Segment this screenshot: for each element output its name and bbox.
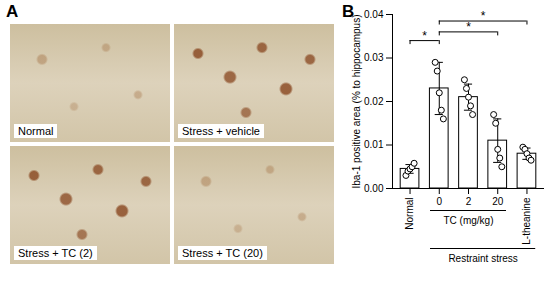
svg-text:0.01: 0.01 (364, 139, 384, 150)
svg-text:*: * (422, 29, 427, 43)
html-text:A: A (6, 2, 19, 21)
svg-text:0: 0 (436, 196, 442, 207)
html-text:B: B (342, 2, 355, 21)
html-text:Normal: Normal (18, 125, 54, 137)
svg-text:Normal: Normal (404, 198, 415, 230)
html-text:Stress + vehicle: Stress + vehicle (182, 125, 260, 137)
svg-text:0.02: 0.02 (364, 96, 384, 107)
svg-text:TC (mg/kg): TC (mg/kg) (444, 215, 494, 226)
svg-text:2: 2 (466, 196, 472, 207)
svg-text:*: * (481, 9, 486, 23)
svg-text:0.00: 0.00 (364, 183, 384, 194)
html-text:Stress + TC (20): Stress + TC (20) (182, 247, 263, 259)
svg-text:0.03: 0.03 (364, 52, 384, 63)
svg-text:L-theanine: L-theanine (521, 197, 532, 245)
svg-text:*: * (466, 20, 471, 34)
html-text:Stress + TC (2): Stress + TC (2) (18, 247, 93, 259)
svg-text:Iba-1 positive area (% to hipp: Iba-1 positive area (% to hippocampus) (351, 15, 362, 189)
svg-text:20: 20 (492, 196, 504, 207)
svg-text:Restraint stress: Restraint stress (448, 253, 517, 264)
svg-text:0.04: 0.04 (364, 9, 384, 20)
